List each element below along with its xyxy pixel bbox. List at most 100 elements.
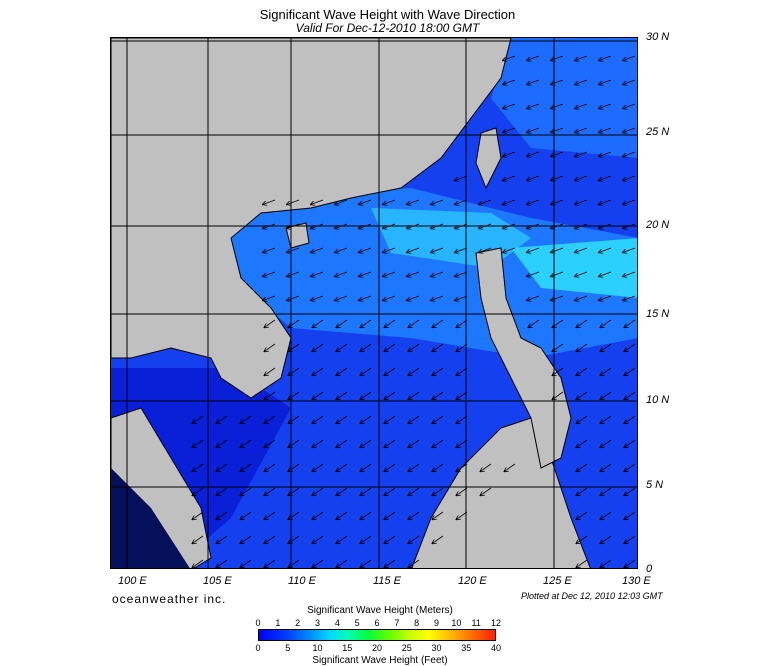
wave-direction-arrow [264, 559, 276, 567]
wave-direction-arrow [336, 415, 348, 423]
wave-direction-arrow [480, 487, 492, 495]
wave-direction-arrow [408, 343, 420, 351]
colorbar-tick: 12 [490, 618, 502, 628]
wave-direction-arrow [312, 319, 324, 327]
wave-direction-arrow [576, 463, 588, 471]
wave-direction-arrow [192, 439, 204, 447]
wave-direction-arrow [264, 487, 276, 495]
wave-direction-arrow [552, 391, 564, 399]
wave-direction-arrow [504, 463, 516, 471]
wave-direction-arrow [216, 487, 228, 495]
wave-direction-arrow [216, 439, 228, 447]
wave-direction-arrow [503, 247, 516, 252]
map-subtitle: Valid For Dec-12-2010 18:00 GMT [295, 21, 480, 35]
wave-direction-arrow [456, 343, 468, 351]
wave-direction-arrow [624, 511, 636, 519]
wave-direction-arrow [432, 535, 444, 543]
wave-direction-arrow [360, 415, 372, 423]
wave-direction-arrow [407, 199, 420, 204]
wave-direction-arrow [311, 271, 324, 276]
colorbar-tick: 5 [354, 618, 360, 628]
wave-direction-arrow [360, 367, 372, 375]
wave-direction-arrow [600, 559, 612, 567]
wave-direction-arrow [527, 151, 540, 156]
wave-direction-arrow [287, 199, 300, 204]
wave-direction-arrow [503, 127, 516, 132]
wave-direction-arrow [336, 511, 348, 519]
wave-direction-arrow [408, 439, 420, 447]
wave-direction-arrow [479, 223, 492, 228]
colorbar [258, 629, 496, 641]
wave-direction-arrow [600, 415, 612, 423]
wave-direction-arrow [312, 415, 324, 423]
wave-direction-arrow [600, 439, 612, 447]
wave-direction-arrow [551, 271, 564, 276]
taiwan [475, 127, 502, 190]
wave-direction-arrow [384, 487, 396, 495]
wave-direction-arrow [623, 151, 636, 156]
wave-direction-arrow [599, 199, 612, 204]
wave-direction-arrow [336, 367, 348, 375]
wave-direction-arrow [408, 559, 420, 567]
wave-direction-arrow [264, 415, 276, 423]
wave-direction-arrow [599, 127, 612, 132]
wave-direction-arrow [360, 535, 372, 543]
wave-direction-arrow [456, 319, 468, 327]
wave-direction-arrow [551, 199, 564, 204]
wave-direction-arrow [336, 391, 348, 399]
lon-label-110e: 110 E [288, 575, 316, 587]
wave-direction-arrow [312, 511, 324, 519]
wave-direction-arrow [336, 487, 348, 495]
wave-direction-arrow [288, 463, 300, 471]
colorbar-tick: 35 [461, 643, 472, 653]
wave-direction-arrow [503, 55, 516, 60]
wave-direction-arrow [623, 79, 636, 84]
wave-direction-arrow [263, 247, 276, 252]
wave-direction-arrow [624, 535, 636, 543]
wave-direction-arrow [432, 487, 444, 495]
wave-direction-arrow [312, 487, 324, 495]
wave-direction-arrow [408, 535, 420, 543]
wave-direction-arrow [599, 79, 612, 84]
plotted-timestamp: Plotted at Dec 12, 2010 12:03 GMT [521, 591, 663, 601]
colorbar-tick: 3 [314, 618, 321, 628]
wave-direction-arrow [503, 199, 516, 204]
wave-direction-arrow [551, 127, 564, 132]
wave-direction-arrow [383, 223, 396, 228]
wave-direction-arrow [312, 343, 324, 351]
wave-direction-arrow [600, 487, 612, 495]
wave-direction-arrow [360, 319, 372, 327]
wave-direction-arrow [623, 103, 636, 108]
wave-direction-arrow [456, 367, 468, 375]
wave-direction-arrow [264, 463, 276, 471]
wave-direction-arrow [600, 343, 612, 351]
wave-direction-arrow [551, 223, 564, 228]
wave-direction-arrow [432, 511, 444, 519]
wave-direction-arrow [216, 511, 228, 519]
wave-direction-arrow [551, 247, 564, 252]
wave-direction-arrow [623, 271, 636, 276]
wave-direction-arrow [432, 343, 444, 351]
colorbar-tick: 10 [312, 643, 323, 653]
wave-direction-arrow [624, 319, 636, 327]
hainan-island [285, 222, 310, 249]
wave-direction-arrow [623, 127, 636, 132]
wave-direction-arrow [240, 511, 252, 519]
wave-direction-arrow [264, 439, 276, 447]
wave-direction-arrow [336, 463, 348, 471]
colorbar-tick: 6 [374, 618, 380, 628]
wave-direction-arrow [431, 199, 444, 204]
wave-direction-arrow [480, 463, 492, 471]
wave-direction-arrow [576, 367, 588, 375]
wave-direction-arrow [528, 319, 540, 327]
wave-direction-arrow [624, 463, 636, 471]
wave-direction-arrow [311, 199, 324, 204]
wave-direction-arrow [575, 223, 588, 228]
wave-direction-arrow [576, 415, 588, 423]
wave-direction-arrow [263, 271, 276, 276]
wave-direction-arrow [575, 271, 588, 276]
wave-direction-arrow [455, 223, 468, 228]
wave-direction-arrow [432, 391, 444, 399]
wave-direction-arrow [360, 487, 372, 495]
wave-direction-arrow [336, 343, 348, 351]
